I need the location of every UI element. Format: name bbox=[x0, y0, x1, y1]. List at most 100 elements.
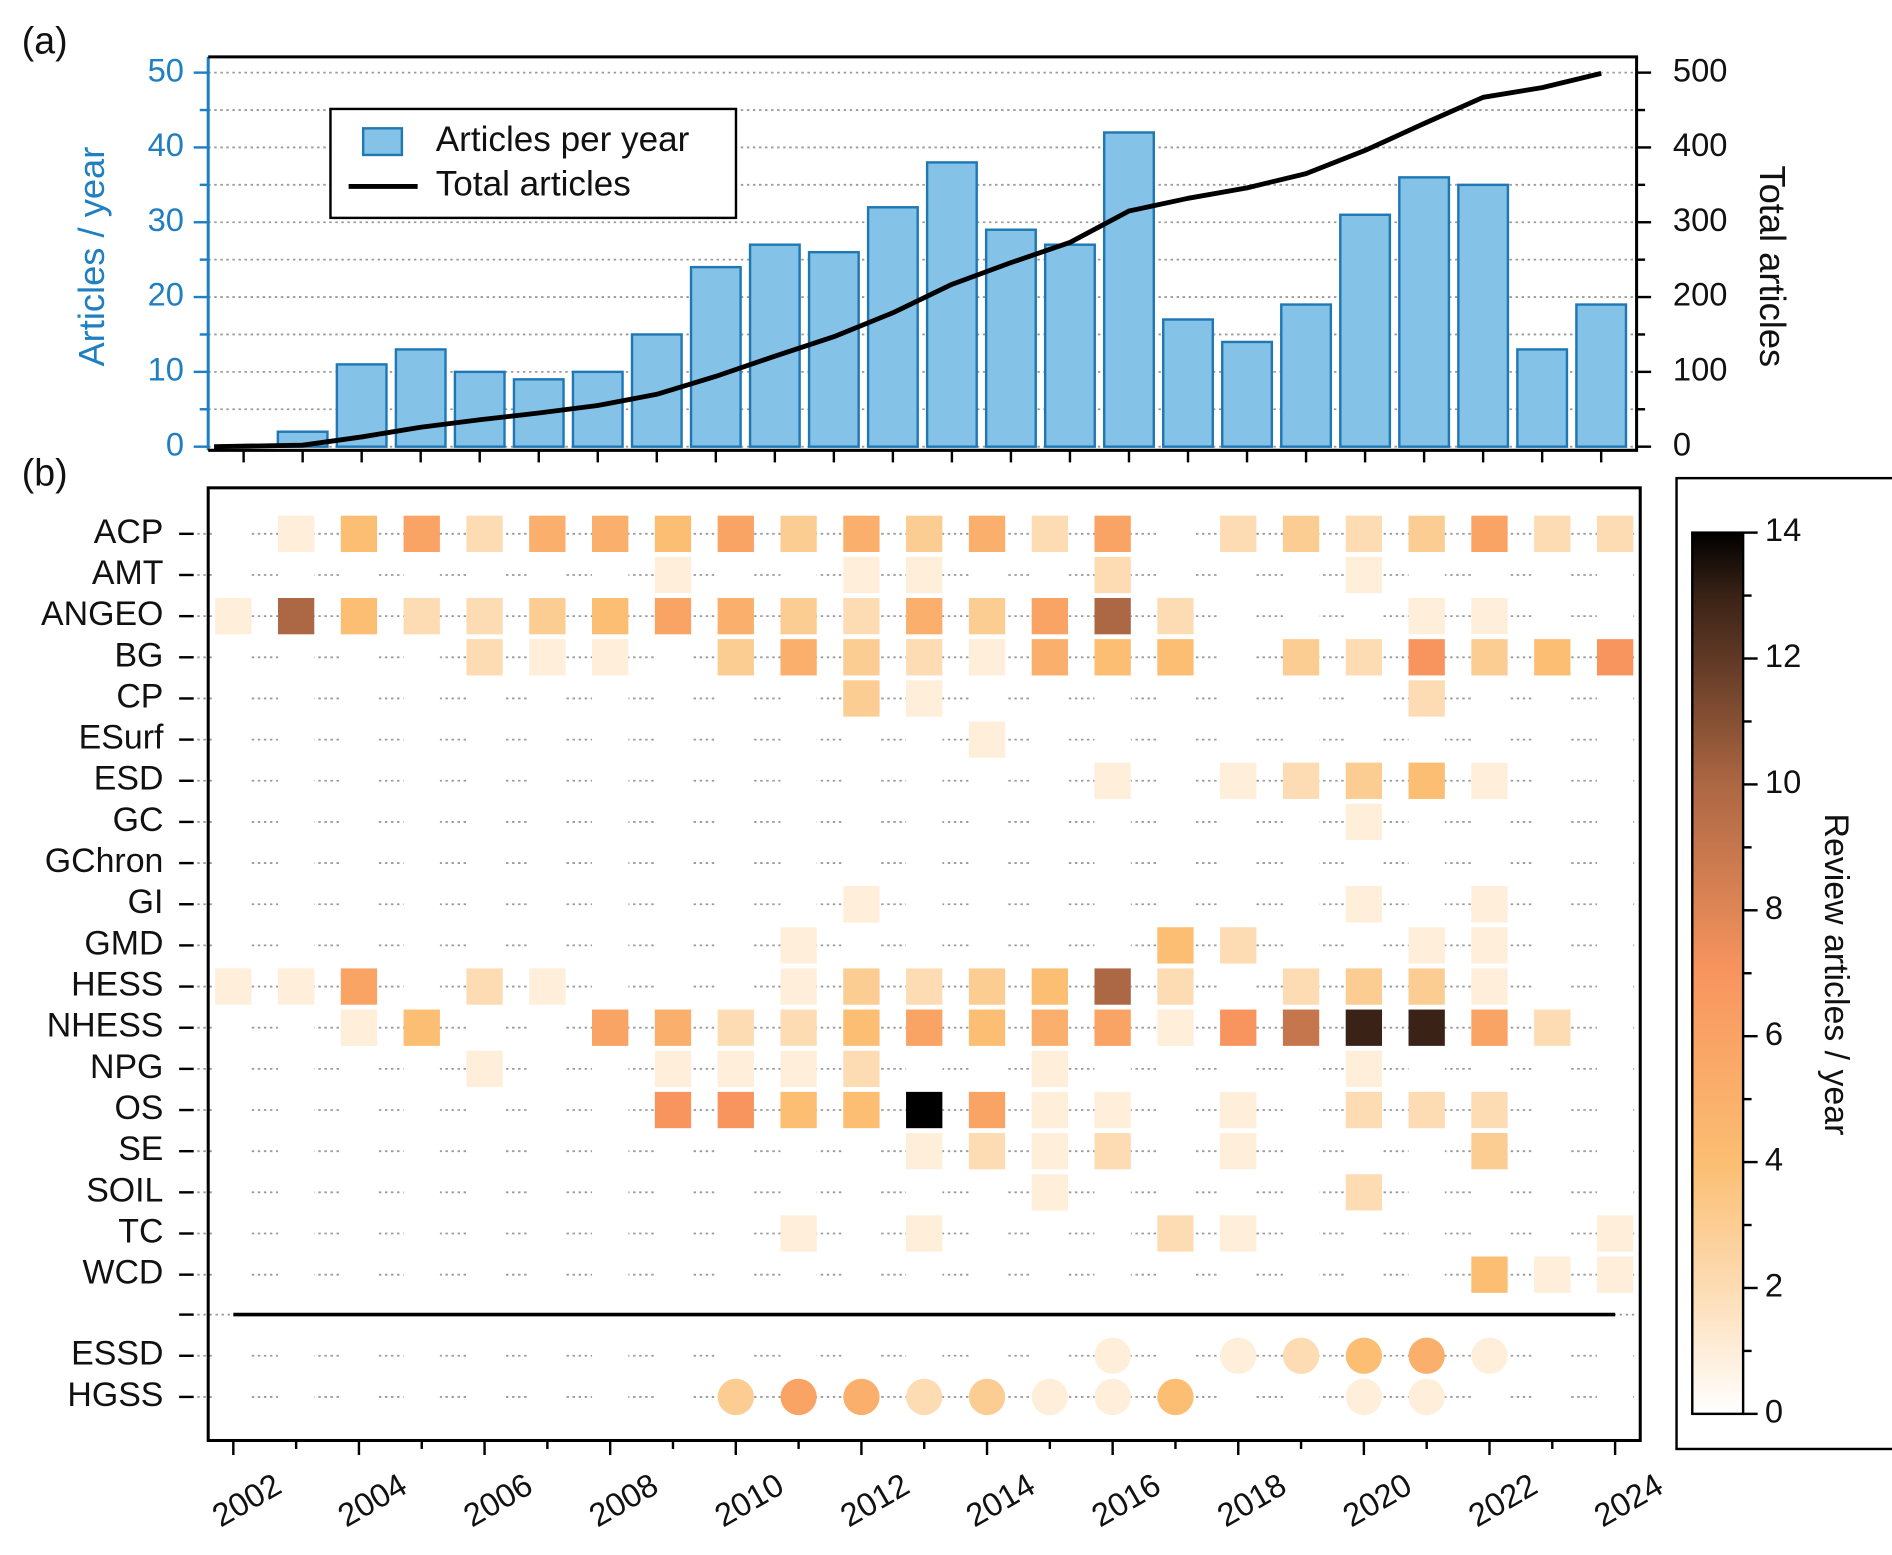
heat-cell bbox=[780, 515, 817, 552]
heat-cell bbox=[1157, 1256, 1194, 1293]
heat-cell bbox=[466, 1215, 503, 1252]
row-label: GMD bbox=[84, 924, 163, 962]
heat-cell bbox=[1282, 1091, 1320, 1129]
heat-cell bbox=[1282, 803, 1320, 841]
heat-circle bbox=[1596, 1378, 1634, 1416]
heat-cell bbox=[1534, 844, 1571, 882]
heat-cell bbox=[906, 1174, 943, 1211]
heat-cell bbox=[592, 844, 629, 882]
heat-cell bbox=[1471, 968, 1508, 1005]
panel-label: (a) bbox=[22, 19, 68, 61]
heat-cell bbox=[843, 515, 880, 552]
legend-swatch bbox=[361, 127, 404, 157]
heat-cell bbox=[1596, 803, 1634, 841]
heat-cell bbox=[1094, 844, 1131, 882]
heat-cell bbox=[215, 803, 252, 841]
heat-cell bbox=[529, 1050, 566, 1088]
heat-cell bbox=[780, 1256, 817, 1293]
heat-cell bbox=[340, 556, 378, 594]
heat-cell bbox=[906, 721, 943, 758]
x-tick-label: 2008 bbox=[583, 1466, 664, 1534]
heat-cell bbox=[1031, 680, 1068, 717]
heat-cell bbox=[780, 844, 817, 882]
heat-circle bbox=[529, 1337, 566, 1374]
heat-cell bbox=[529, 1256, 566, 1293]
heat-cell bbox=[403, 1009, 440, 1046]
y2-axis-title: Total articles bbox=[1752, 165, 1793, 367]
heat-circle bbox=[1282, 1378, 1320, 1416]
heat-cell bbox=[1471, 927, 1508, 964]
heat-cell bbox=[466, 762, 503, 799]
heat-cell bbox=[1157, 762, 1194, 799]
heat-cell bbox=[1408, 762, 1445, 799]
heat-cell bbox=[1471, 515, 1508, 552]
heat-cell bbox=[1282, 927, 1320, 964]
heat-cell bbox=[906, 1091, 943, 1129]
heat-cell bbox=[1345, 927, 1383, 964]
heat-cell bbox=[340, 844, 378, 882]
heat-cell bbox=[717, 639, 754, 676]
row-label: ANGEO bbox=[41, 595, 163, 633]
heat-cell bbox=[968, 1256, 1006, 1293]
heat-circle bbox=[466, 1337, 503, 1374]
heat-cell bbox=[1408, 1091, 1445, 1129]
heat-cell bbox=[592, 680, 629, 717]
heat-cell bbox=[1157, 844, 1194, 882]
heat-cell bbox=[1157, 803, 1194, 841]
heat-cell bbox=[340, 803, 378, 841]
heat-circle bbox=[1094, 1337, 1131, 1374]
bar bbox=[1102, 131, 1155, 448]
bar bbox=[689, 265, 742, 448]
y2-tick-label: 500 bbox=[1673, 51, 1728, 88]
heat-cell bbox=[906, 1133, 943, 1170]
heat-cell bbox=[277, 1091, 315, 1129]
heat-circle bbox=[1471, 1337, 1508, 1374]
heat-cell bbox=[1345, 968, 1383, 1005]
heat-cell bbox=[654, 1215, 692, 1252]
heat-cell bbox=[592, 968, 629, 1005]
heat-cell bbox=[906, 762, 943, 799]
heat-cell bbox=[1031, 803, 1068, 841]
heat-cell bbox=[780, 639, 817, 676]
heat-circle bbox=[1031, 1337, 1068, 1374]
heat-cell bbox=[1220, 1133, 1257, 1170]
heat-cell bbox=[215, 968, 252, 1005]
heat-cell bbox=[277, 639, 315, 676]
heat-cell bbox=[1031, 844, 1068, 882]
heat-cell bbox=[466, 1256, 503, 1293]
heat-circle bbox=[340, 1378, 378, 1416]
heat-cell bbox=[466, 556, 503, 594]
heat-cell bbox=[1094, 968, 1131, 1005]
heat-cell bbox=[1094, 1174, 1131, 1211]
heat-cell bbox=[1220, 968, 1257, 1005]
heat-cell bbox=[403, 680, 440, 717]
heat-cell bbox=[780, 968, 817, 1005]
heat-cell bbox=[780, 1091, 817, 1129]
heat-cell bbox=[1534, 515, 1571, 552]
heat-cell bbox=[1031, 1133, 1068, 1170]
x-tick-label: 2004 bbox=[331, 1466, 412, 1534]
heat-cell bbox=[1220, 844, 1257, 882]
heat-cell bbox=[403, 1174, 440, 1211]
bar bbox=[866, 206, 919, 448]
heat-cell bbox=[1534, 680, 1571, 717]
bar bbox=[1221, 340, 1274, 448]
legend: Articles per year Total articles bbox=[329, 107, 738, 220]
heat-circle bbox=[717, 1337, 754, 1374]
heat-cell bbox=[1282, 1133, 1320, 1170]
heat-cell bbox=[1157, 597, 1194, 635]
heat-circle bbox=[843, 1378, 880, 1416]
heat-cell bbox=[968, 556, 1006, 594]
heat-cell bbox=[277, 886, 315, 923]
heat-cell bbox=[1220, 1091, 1257, 1129]
heat-cell bbox=[1471, 886, 1508, 923]
heat-cell bbox=[780, 803, 817, 841]
heat-cell bbox=[1220, 1174, 1257, 1211]
heat-circle bbox=[215, 1378, 252, 1416]
heat-cell bbox=[1408, 1215, 1445, 1252]
heat-cell bbox=[340, 1050, 378, 1088]
heat-cell bbox=[215, 1215, 252, 1252]
heat-cell bbox=[843, 762, 880, 799]
heat-cell bbox=[277, 1256, 315, 1293]
heat-cell bbox=[1031, 639, 1068, 676]
